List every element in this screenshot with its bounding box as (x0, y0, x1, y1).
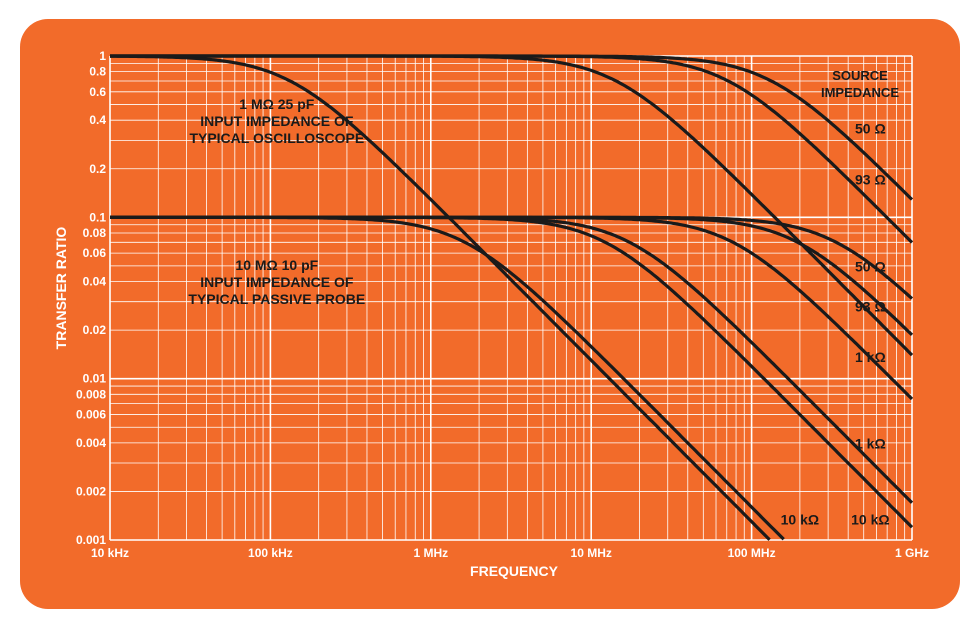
y-tick-label: 0.001 (76, 533, 106, 547)
response-curve (110, 54, 914, 244)
grid-lines (109, 55, 913, 541)
y-tick-label: 0.1 (89, 210, 106, 224)
x-tick-label: 1 GHz (895, 546, 929, 560)
curve-label: 93 Ω (855, 299, 886, 315)
curves (110, 54, 914, 541)
x-tick-label: 10 MHz (571, 546, 612, 560)
response-curve (110, 215, 914, 300)
curve-label: 10 kΩ (851, 511, 889, 527)
curve-label: 50 Ω (855, 121, 886, 137)
response-curve (110, 54, 914, 201)
annotation-line: 10 MΩ 10 pF (235, 257, 318, 273)
x-tick-label: 1 MHz (413, 546, 448, 560)
curve-labels: 50 Ω 93 Ω 50 Ω 93 Ω 1 kΩ 1 kΩ 10 kΩ 10 kΩ (781, 121, 890, 528)
y-tick-label: 0.06 (83, 246, 107, 260)
curve-label: 1 kΩ (855, 349, 886, 365)
response-curve (110, 215, 914, 529)
y-tick-label: 0.02 (83, 323, 107, 337)
x-axis-label: FREQUENCY (470, 563, 559, 579)
response-curve (110, 215, 914, 401)
tick-labels: 10 kHz 100 kHz 1 MHz 10 MHz 100 MHz 1 GHz 1 0.8… (76, 49, 929, 560)
y-tick-label: 0.006 (76, 407, 106, 421)
y-tick-label: 0.008 (76, 387, 106, 401)
curve-label: 93 Ω (855, 171, 886, 187)
y-tick-label: 0.08 (83, 226, 107, 240)
response-curve (110, 54, 771, 541)
x-tick-label: 10 kHz (91, 546, 129, 560)
annotation-line: INPUT IMPEDANCE OF (200, 274, 354, 290)
y-tick-label: 0.4 (89, 113, 106, 127)
y-tick-label: 0.04 (83, 275, 107, 289)
chart-card (20, 19, 960, 609)
annotation-line: 1 MΩ 25 pF (239, 96, 314, 112)
legend-title-line-1: SOURCE (832, 68, 888, 83)
response-curve (110, 215, 914, 504)
curve-label: 50 Ω (855, 259, 886, 275)
y-axis-label: TRANSFER RATIO (53, 227, 69, 350)
y-tick-label: 1 (99, 49, 106, 63)
legend-title: SOURCE IMPEDANCE (821, 68, 899, 100)
y-tick-label: 0.01 (83, 372, 107, 386)
y-tick-label: 0.2 (89, 162, 106, 176)
y-tick-label: 0.6 (89, 85, 106, 99)
x-tick-label: 100 kHz (248, 546, 293, 560)
annotation-line: INPUT IMPEDANCE OF (200, 113, 354, 129)
response-curve (110, 54, 914, 357)
x-tick-label: 100 MHz (728, 546, 776, 560)
y-tick-label: 0.004 (76, 436, 106, 450)
annotation-line: TYPICAL OSCILLOSCOPE (189, 130, 364, 146)
y-tick-label: 0.8 (89, 65, 106, 79)
curve-label: 1 kΩ (855, 435, 886, 451)
annotation-line: TYPICAL PASSIVE PROBE (188, 291, 365, 307)
curve-label: 10 kΩ (781, 511, 819, 527)
y-tick-label: 0.002 (76, 484, 106, 498)
legend-title-line-2: IMPEDANCE (821, 85, 899, 100)
